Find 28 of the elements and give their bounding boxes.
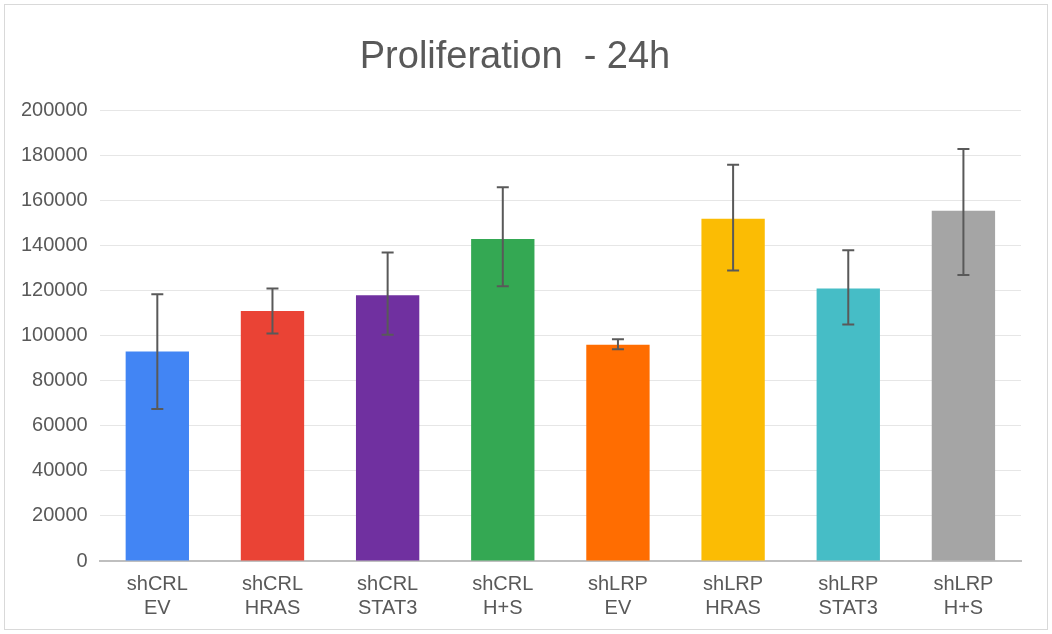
x-tick-label: shLRP H+S	[933, 571, 994, 618]
y-tick-label: 140000	[20, 233, 88, 256]
y-tick-label: 160000	[20, 188, 88, 211]
bar	[240, 311, 305, 561]
chart-title: Proliferation - 24h	[359, 34, 671, 77]
y-tick-label: 180000	[20, 143, 88, 166]
y-tick-label: 120000	[20, 278, 88, 301]
bar	[471, 238, 535, 561]
y-tick-label: 60000	[32, 413, 88, 436]
x-tick-label: shCRL H+S	[472, 571, 534, 618]
y-tick-label: 40000	[32, 458, 88, 481]
y-tick-label: 100000	[20, 323, 88, 346]
bar	[931, 210, 996, 561]
x-tick-label: shLRP EV	[587, 571, 648, 618]
bar	[816, 288, 880, 561]
y-tick-label: 200000	[20, 98, 88, 121]
y-tick-label: 20000	[32, 503, 88, 526]
x-tick-label: shLRP HRAS	[703, 571, 764, 618]
x-tick-label: shCRL EV	[126, 571, 188, 618]
y-tick-label: 0	[76, 548, 88, 571]
bar	[586, 344, 650, 561]
y-tick-label: 80000	[32, 368, 88, 391]
x-tick-label: shCRL STAT3	[357, 571, 419, 618]
bar	[701, 218, 765, 561]
x-tick-label: shLRP STAT3	[818, 571, 879, 618]
bar	[125, 351, 189, 561]
bar	[355, 295, 420, 561]
x-tick-label: shCRL HRAS	[241, 571, 304, 618]
